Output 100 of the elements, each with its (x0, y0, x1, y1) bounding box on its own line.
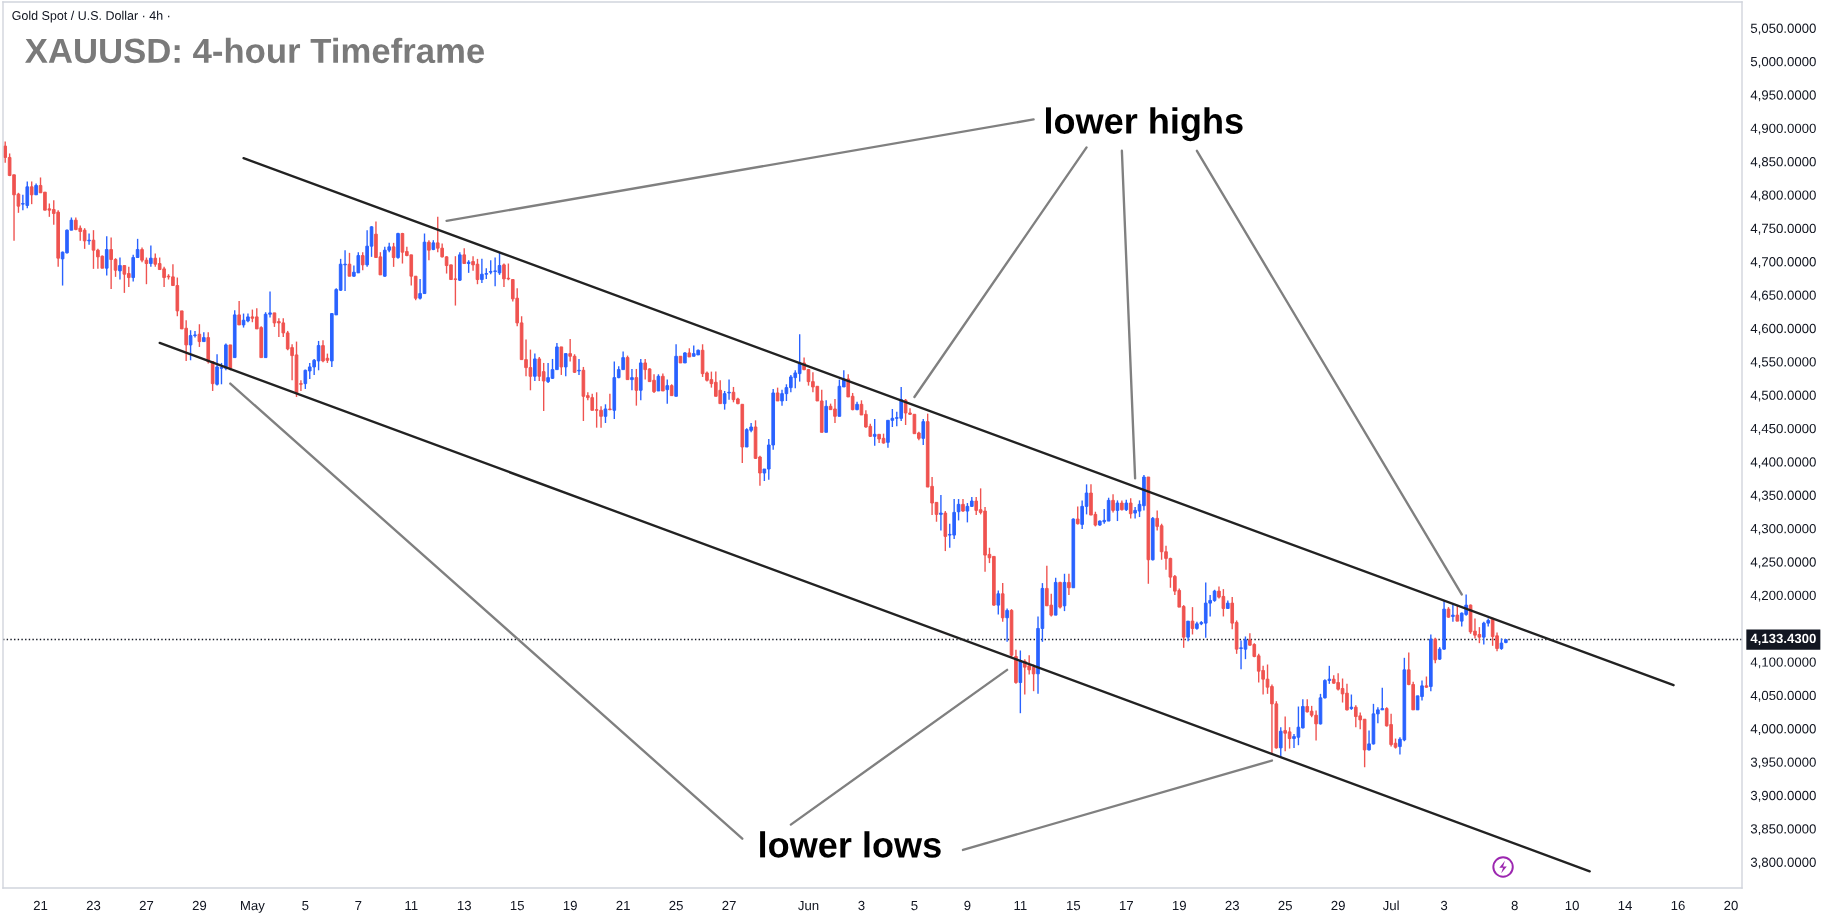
annotation: lower lows (760, 831, 941, 858)
x-tick-label: 29 (192, 900, 207, 911)
x-tick-label: 23 (86, 900, 101, 911)
candlestick (391, 242, 396, 268)
x-tick-label: 19 (1172, 900, 1186, 911)
candlestick (480, 258, 484, 284)
candlestick (1314, 709, 1318, 742)
y-tick-label: 5,000.0000 (1750, 56, 1816, 68)
x-tick-label: 10 (1565, 900, 1579, 911)
x-tick-label: May (240, 900, 265, 913)
candlestick (224, 342, 228, 371)
candlestick (400, 232, 405, 265)
candlestick (700, 343, 705, 378)
x-tick-label: 7 (355, 900, 362, 911)
candlestick (718, 379, 723, 405)
candlestick (1296, 705, 1301, 746)
candlestick (572, 353, 577, 374)
candlestick (912, 413, 917, 435)
y-tick-label: 4,300.0000 (1750, 523, 1816, 535)
candlestick (1345, 683, 1349, 712)
candlestick (1106, 497, 1111, 522)
x-tick-label: 17 (1119, 900, 1133, 911)
y-tick-label: 3,850.0000 (1750, 824, 1816, 836)
candlestick (1190, 606, 1195, 636)
candlestick (943, 510, 948, 552)
x-tick-label: 16 (1671, 900, 1685, 911)
candlestick (356, 251, 361, 274)
candlestick (29, 180, 34, 205)
x-tick-label: 8 (1511, 900, 1518, 911)
x-tick-label: 21 (616, 900, 630, 911)
candlestick (316, 340, 321, 371)
y-tick-label: 4,000.0000 (1750, 724, 1816, 736)
y-tick-label: 4,650.0000 (1750, 290, 1816, 302)
candlestick (497, 251, 502, 276)
candlestick (197, 323, 202, 348)
candlestick (162, 266, 166, 288)
y-tick-label: 3,800.0000 (1750, 857, 1816, 869)
candlestick (665, 378, 670, 405)
x-tick-label: 3 (1440, 900, 1448, 911)
y-tick-label: 3,900.0000 (1750, 790, 1816, 802)
candlestick (475, 258, 480, 285)
y-tick-label: 4,500.0000 (1750, 390, 1816, 402)
candlestick (1067, 573, 1071, 596)
text: Gold Spot / U.S. Dollar · 4h · (12, 10, 170, 23)
candlestick (1221, 588, 1226, 618)
y-tick-label: 4,350.0000 (1750, 490, 1816, 502)
candlestick (360, 251, 365, 271)
x-tick-label: 27 (722, 900, 736, 911)
candlestick (921, 418, 926, 446)
candlestick (727, 378, 731, 401)
y-tick-label: 4,900.0000 (1750, 123, 1816, 135)
candlestick (1287, 726, 1292, 750)
candlestick (634, 368, 639, 407)
candlestick (608, 392, 612, 412)
candlestick (797, 333, 802, 383)
candlestick (1433, 637, 1438, 664)
x-tick-label: 15 (510, 900, 524, 911)
y-tick-label: 4,250.0000 (1750, 557, 1816, 569)
y-tick-label: 4,800.0000 (1750, 190, 1816, 202)
candlestick (630, 368, 634, 391)
candlestick (952, 498, 956, 540)
candlestick (118, 256, 122, 281)
x-tick-label: 5 (302, 900, 309, 911)
candlestick (643, 358, 648, 381)
x-tick-label: 3 (858, 900, 865, 911)
y-tick-label: 4,700.0000 (1750, 257, 1816, 268)
candlestick (104, 235, 109, 277)
y-tick-label: 4,050.0000 (1750, 690, 1816, 702)
x-tick-label: 11 (1014, 900, 1027, 911)
y-tick-label: 4,400.0000 (1750, 457, 1816, 469)
y-tick-label: 4,550.0000 (1750, 357, 1816, 369)
candlestick (1451, 603, 1455, 623)
x-tick-label: 29 (1331, 900, 1345, 911)
x-tick-label: Jul (1382, 900, 1399, 911)
ref-line-label: 4,133.4300 (1750, 633, 1816, 645)
candlestick (149, 244, 153, 268)
candlestick (599, 405, 603, 429)
x-tick-label: 5 (911, 900, 918, 911)
candlestick (594, 391, 599, 429)
candlestick (1018, 649, 1023, 714)
x-tick-label: 9 (964, 900, 971, 911)
candlestick (546, 362, 550, 384)
y-tick-label: 5,050.0000 (1750, 23, 1816, 35)
candlestick (974, 496, 979, 516)
candlestick (577, 358, 581, 376)
x-tick-label: 20 (1724, 900, 1738, 911)
x-tick-label: 14 (1618, 900, 1632, 911)
candlestick (886, 419, 890, 449)
text: XAUUSD: 4-hour Timeframe (25, 37, 485, 64)
candlestick (1115, 499, 1120, 522)
candlestick (903, 398, 908, 426)
candlestick (237, 300, 241, 326)
candlestick (872, 418, 877, 447)
candlestick (996, 589, 1001, 616)
candlestick (215, 353, 219, 387)
candlestick (744, 427, 749, 448)
candlestick (1186, 620, 1190, 642)
candlestick (939, 494, 943, 532)
x-tick-label: 25 (1278, 900, 1292, 911)
candlestick (1111, 493, 1115, 514)
